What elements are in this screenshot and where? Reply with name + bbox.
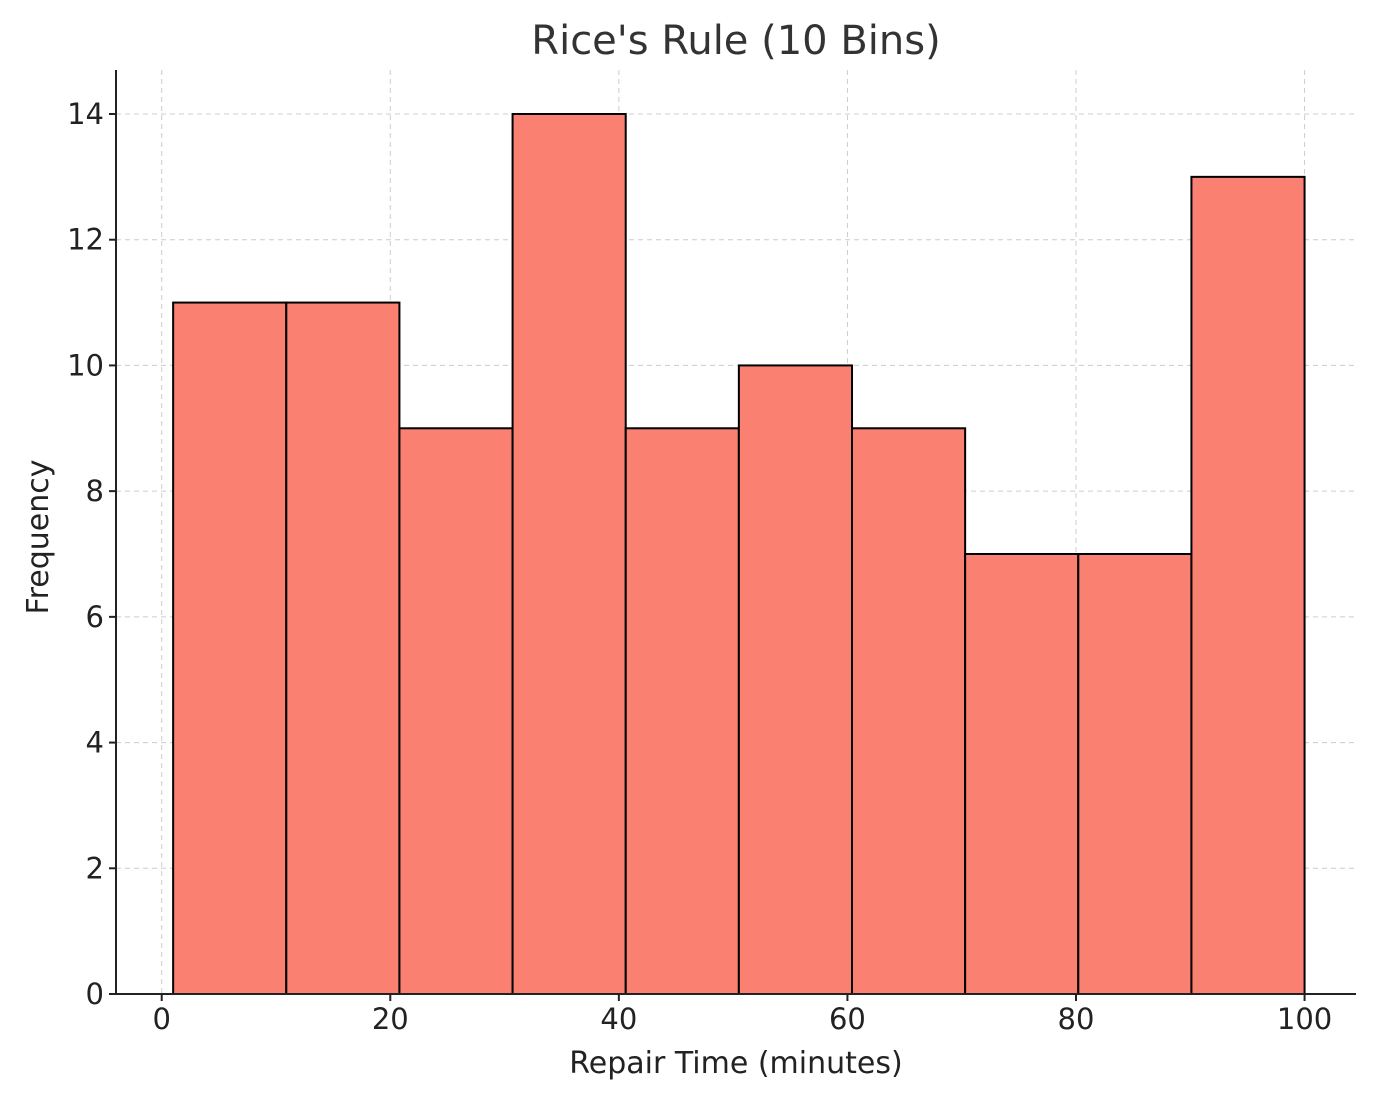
histogram-bar-3	[398, 427, 514, 995]
histogram-bar-1	[172, 301, 288, 996]
x-tick-label: 80	[1058, 1002, 1095, 1036]
histogram-bars	[172, 113, 1306, 996]
x-axis-label: Repair Time (minutes)	[569, 1046, 902, 1081]
histogram-bar-7	[851, 427, 967, 995]
histogram-bar-9	[1077, 553, 1193, 995]
y-tick-label: 14	[67, 97, 104, 131]
tick-labels: 0 20 40 60 80 100 0 2 4 6 8 10 12 14	[67, 97, 1332, 1036]
histogram-bar-2	[285, 301, 401, 996]
histogram-bar-4	[511, 113, 627, 995]
y-tick-label: 6	[86, 600, 104, 634]
y-tick-label: 2	[86, 851, 104, 885]
y-tick-label: 8	[86, 474, 104, 508]
x-tick-label: 0	[152, 1002, 170, 1036]
y-tick-label: 4	[86, 726, 104, 760]
y-tick-label: 10	[67, 348, 104, 382]
axes	[109, 70, 1356, 1001]
histogram-bar-8	[964, 553, 1080, 995]
histogram-bar-5	[624, 427, 740, 995]
histogram-bar-10	[1190, 175, 1306, 996]
chart-title: Rice's Rule (10 Bins)	[531, 18, 940, 64]
histogram-bar-6	[737, 364, 853, 995]
x-tick-label: 20	[372, 1002, 409, 1036]
y-axis-label: Frequency	[21, 460, 56, 615]
y-tick-label: 0	[86, 977, 104, 1011]
x-tick-label: 60	[829, 1002, 866, 1036]
x-tick-label: 100	[1277, 1002, 1332, 1036]
x-tick-label: 40	[600, 1002, 637, 1036]
y-tick-label: 12	[67, 223, 104, 257]
